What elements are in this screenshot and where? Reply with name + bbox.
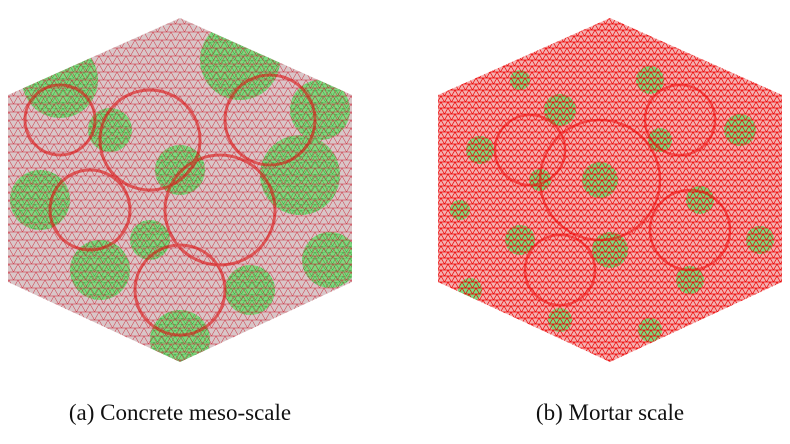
- page: (a) Concrete meso-scale (b) Mortar scale…: [0, 0, 790, 444]
- figure: (a) Concrete meso-scale (b) Mortar scale: [0, 0, 790, 444]
- caption: (b) Mortar scale: [536, 400, 684, 425]
- caption: (a) Concrete meso-scale: [69, 400, 291, 425]
- mesh-panel-b: [438, 18, 782, 362]
- mesh-panel-a: [8, 18, 358, 370]
